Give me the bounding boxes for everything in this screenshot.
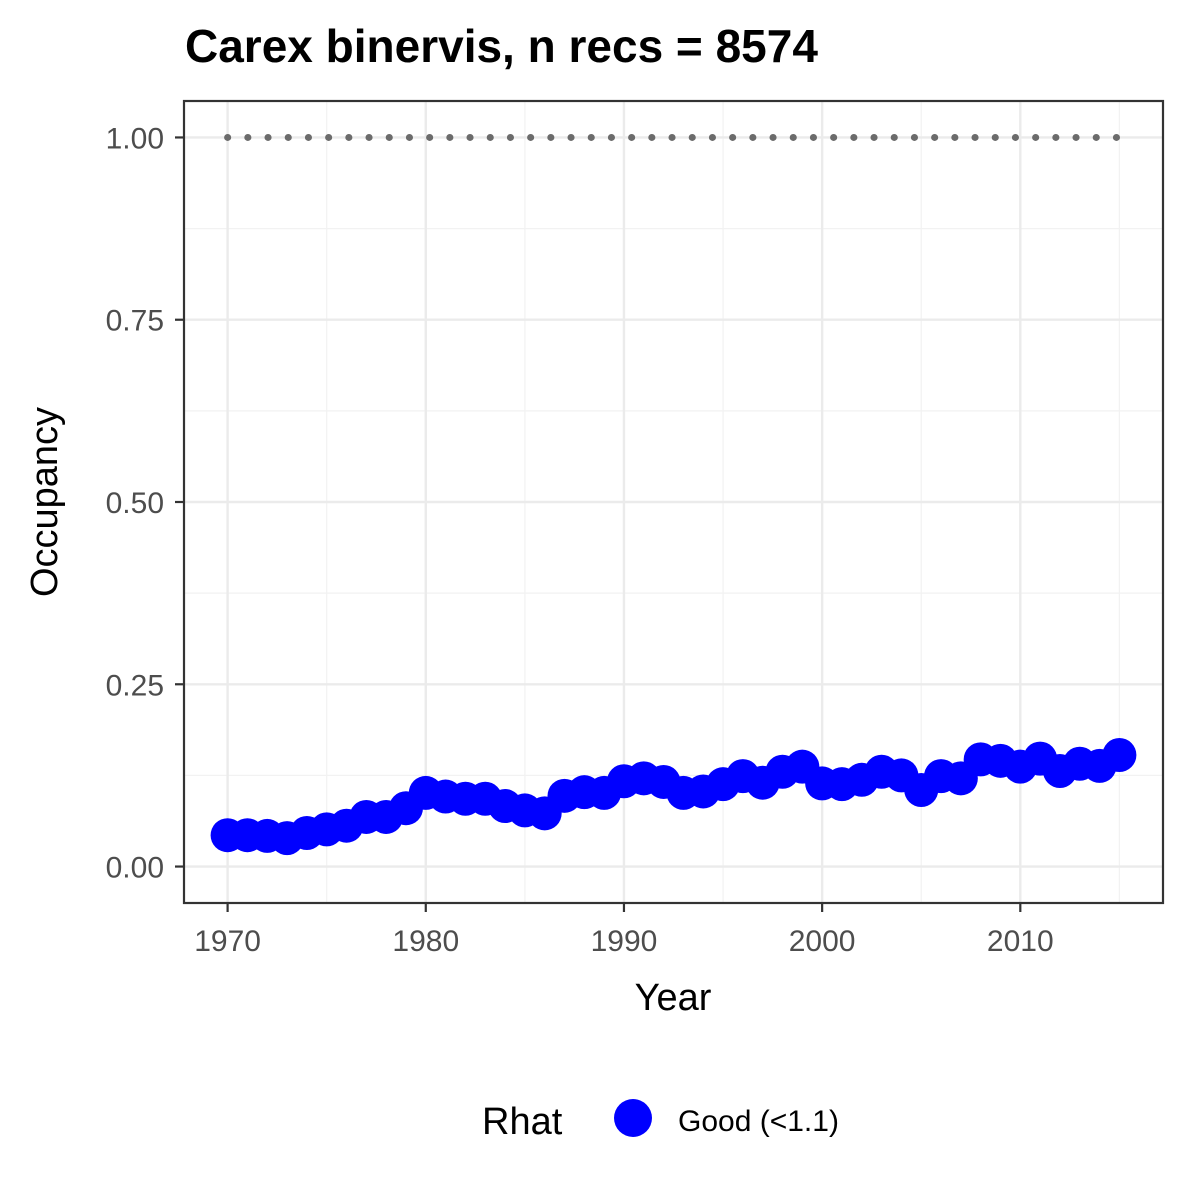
y-tick-label: 1.00 bbox=[106, 122, 164, 155]
data-point bbox=[1102, 737, 1137, 772]
x-axis: 1970 1980 1990 2000 2010 bbox=[194, 903, 1054, 958]
y-axis: 0.00 0.25 0.50 0.75 1.00 bbox=[106, 122, 184, 885]
y-tick-label: 0.25 bbox=[106, 669, 164, 702]
legend-label-good: Good (<1.1) bbox=[678, 1105, 839, 1138]
y-tick-label: 0.50 bbox=[106, 487, 164, 520]
major-gridlines bbox=[184, 101, 1163, 903]
x-tick-label: 1970 bbox=[194, 925, 261, 958]
x-tick-label: 2010 bbox=[987, 925, 1054, 958]
x-tick-label: 2000 bbox=[789, 925, 856, 958]
y-tick-label: 0.00 bbox=[106, 852, 164, 885]
chart-title: Carex binervis, n recs = 8574 bbox=[185, 20, 818, 72]
y-tick-label: 0.75 bbox=[106, 305, 164, 338]
y-axis-title: Occupancy bbox=[24, 407, 66, 597]
x-axis-title: Year bbox=[635, 977, 712, 1019]
x-tick-label: 1980 bbox=[392, 925, 459, 958]
x-tick-label: 1990 bbox=[591, 925, 658, 958]
legend: Rhat Good (<1.1) bbox=[482, 1099, 839, 1143]
legend-title: Rhat bbox=[482, 1101, 563, 1143]
legend-key-good bbox=[614, 1099, 652, 1137]
data-points-group bbox=[210, 737, 1137, 856]
